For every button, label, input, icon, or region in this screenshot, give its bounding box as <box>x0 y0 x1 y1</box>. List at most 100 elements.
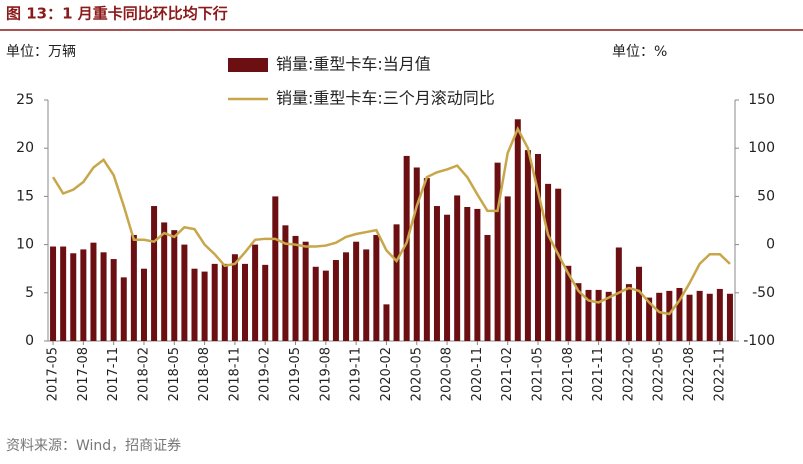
x-tick-label: 2018-08 <box>197 347 212 401</box>
y2-tick-label: -50 <box>752 285 775 301</box>
y2-tick-label: 0 <box>766 237 775 253</box>
bar <box>565 265 572 341</box>
x-tick-label: 2017-08 <box>76 347 91 401</box>
bar <box>272 196 279 341</box>
bar <box>514 119 521 341</box>
bar <box>393 224 400 341</box>
bar <box>605 291 612 341</box>
y-tick-label: 15 <box>16 188 34 204</box>
x-tick-label: 2022-08 <box>682 347 697 401</box>
bar <box>666 290 673 341</box>
bar <box>282 225 289 341</box>
bar <box>716 288 723 341</box>
legend-swatch <box>228 58 268 72</box>
bar <box>80 249 87 341</box>
bar <box>70 253 77 341</box>
y-tick-label: 10 <box>16 237 34 253</box>
bar <box>373 234 380 341</box>
source: 资料来源：Wind，招商证券 <box>6 438 181 454</box>
y2-tick-label: 150 <box>748 92 775 108</box>
bar <box>292 235 299 341</box>
bar <box>545 183 552 341</box>
bar <box>140 268 147 341</box>
bar <box>242 263 249 341</box>
bar <box>433 206 440 341</box>
x-tick-label: 2018-02 <box>136 347 151 401</box>
bar <box>534 153 541 341</box>
bar <box>686 294 693 341</box>
y-tick-label: 0 <box>25 333 34 349</box>
x-tick-label: 2022-02 <box>621 347 636 401</box>
x-tick-label: 2017-11 <box>106 347 121 401</box>
bar <box>615 247 622 341</box>
bar <box>595 289 602 341</box>
bar <box>262 264 269 341</box>
chart-title: 图 13：1 月重卡同比环比均下行 <box>6 5 228 23</box>
bar <box>90 242 97 341</box>
bar <box>706 293 713 341</box>
bar <box>100 252 107 341</box>
bar <box>636 266 643 341</box>
bar <box>524 150 531 341</box>
bar <box>403 155 410 341</box>
bar <box>423 178 430 341</box>
bar <box>201 271 208 341</box>
y-tick-label: 25 <box>16 92 34 108</box>
bar <box>50 246 57 341</box>
line <box>51 125 731 316</box>
x-tick-label: 2019-08 <box>318 347 333 401</box>
bar <box>151 206 158 341</box>
bar <box>504 196 511 341</box>
bar <box>646 297 653 341</box>
y2-tick-label: 100 <box>748 140 775 156</box>
x-tick-label: 2020-08 <box>440 347 455 401</box>
bar <box>171 230 178 341</box>
bar <box>211 263 218 341</box>
bar <box>191 268 198 341</box>
bar <box>413 167 420 341</box>
bar <box>332 260 339 341</box>
legend-label: 销量:重型卡车:当月值 <box>276 55 431 74</box>
bar <box>474 208 481 341</box>
x-tick-label: 2020-02 <box>379 347 394 401</box>
y-unit: 单位：万辆 <box>6 44 76 60</box>
bar <box>130 234 137 341</box>
bar <box>221 263 228 341</box>
x-tick-label: 2019-02 <box>258 347 273 401</box>
bar <box>161 222 168 341</box>
x-tick-label: 2022-11 <box>712 347 727 401</box>
bar <box>322 270 329 341</box>
x-tick-label: 2022-05 <box>652 347 667 401</box>
bar <box>120 277 127 341</box>
bar <box>454 195 461 341</box>
bar <box>181 244 188 341</box>
bar <box>484 234 491 341</box>
x-tick-label: 2021-05 <box>530 347 545 401</box>
y2-tick-label: -100 <box>743 333 775 349</box>
bar <box>312 266 319 341</box>
x-tick-label: 2018-11 <box>227 347 242 401</box>
legend-label: 销量:重型卡车:三个月滚动同比 <box>276 89 495 108</box>
bar <box>231 254 238 341</box>
bar <box>575 283 582 341</box>
y2-unit: 单位：% <box>612 44 667 60</box>
bar <box>676 287 683 341</box>
bar <box>625 284 632 341</box>
x-tick-label: 2017-05 <box>46 347 61 401</box>
bar <box>555 188 562 341</box>
y-tick-label: 20 <box>16 140 34 156</box>
bar <box>363 249 370 341</box>
x-tick-label: 2019-11 <box>349 347 364 401</box>
bar <box>252 244 259 341</box>
bar <box>302 241 309 341</box>
bar <box>383 304 390 341</box>
x-tick-label: 2018-05 <box>167 347 182 401</box>
bar <box>464 207 471 341</box>
x-tick-label: 2019-05 <box>288 347 303 401</box>
y2-tick-label: 50 <box>757 188 775 204</box>
bar <box>60 246 67 341</box>
x-tick-label: 2020-11 <box>470 347 485 401</box>
bar <box>353 241 360 341</box>
bar <box>110 259 117 341</box>
